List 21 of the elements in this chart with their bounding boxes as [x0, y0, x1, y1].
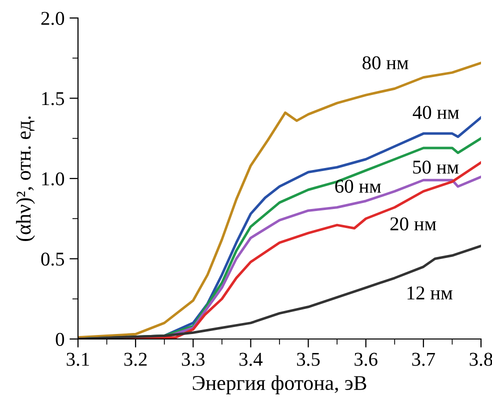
annotation: 80 нм — [362, 56, 408, 70]
annotation: 40 нм — [412, 106, 459, 119]
y-tick-label: 0 — [56, 332, 64, 346]
y-axis-title: (αhν)², отн. ед. — [16, 116, 35, 242]
x-tick-label: 3.6 — [354, 352, 378, 366]
y-tick-label: 1.5 — [42, 92, 64, 106]
y-tick-label: 1.0 — [42, 172, 64, 186]
x-tick-label: 3.2 — [124, 352, 147, 366]
x-axis-title: Энергия фотона, эВ — [192, 375, 366, 394]
annotation: 60 нм — [335, 180, 381, 193]
x-tick-label: 3.5 — [297, 352, 320, 366]
x-tick-label: 3.3 — [182, 352, 205, 366]
x-tick-label: 3.7 — [412, 352, 436, 366]
y-tick-label: 0.5 — [41, 252, 64, 266]
y-tick-label: 2.0 — [41, 12, 64, 26]
x-tick-label: 3.8 — [470, 352, 492, 366]
annotation: 20 нм — [390, 217, 436, 230]
x-tick-label: 3.1 — [66, 352, 89, 366]
annotation: 12 нм — [408, 286, 452, 300]
x-tick-label: 3.4 — [239, 352, 263, 366]
annotation: 50 нм — [413, 160, 459, 174]
